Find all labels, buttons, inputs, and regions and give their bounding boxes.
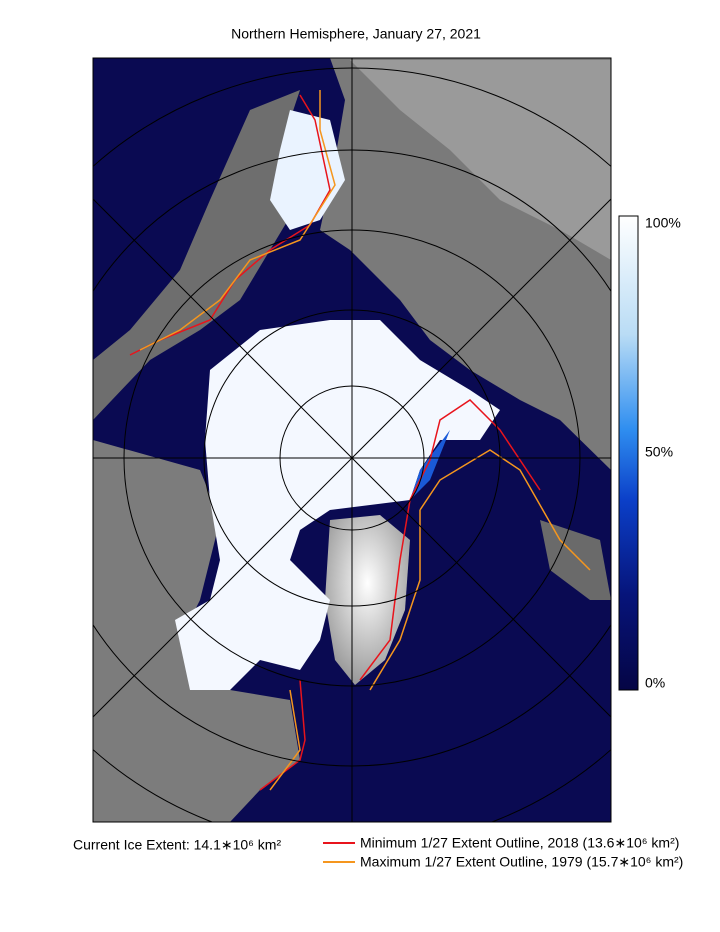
arctic-ice (175, 320, 500, 690)
colorbar-label: 0% (645, 675, 665, 691)
map-frame (92, 57, 612, 823)
current-extent: Current Ice Extent: 14.1∗10⁶ km² (73, 837, 281, 853)
minimum-outline (129, 94, 541, 791)
map (93, 58, 611, 822)
scandinavia (93, 90, 300, 420)
maximum-outline (139, 90, 591, 791)
colorbar (618, 215, 639, 691)
graticule (93, 58, 611, 822)
eastern-land (540, 520, 611, 600)
legend-label: Minimum 1/27 Extent Outline, 2018 (13.6∗… (360, 835, 679, 851)
map-title: Northern Hemisphere, January 27, 2021 (231, 26, 481, 42)
siberia-highlands (350, 60, 611, 260)
colorbar-label: 50% (645, 444, 673, 460)
north-america (93, 440, 300, 822)
legend-label: Maximum 1/27 Extent Outline, 1979 (15.7∗… (360, 854, 683, 870)
colorbar-label: 100% (645, 215, 681, 231)
